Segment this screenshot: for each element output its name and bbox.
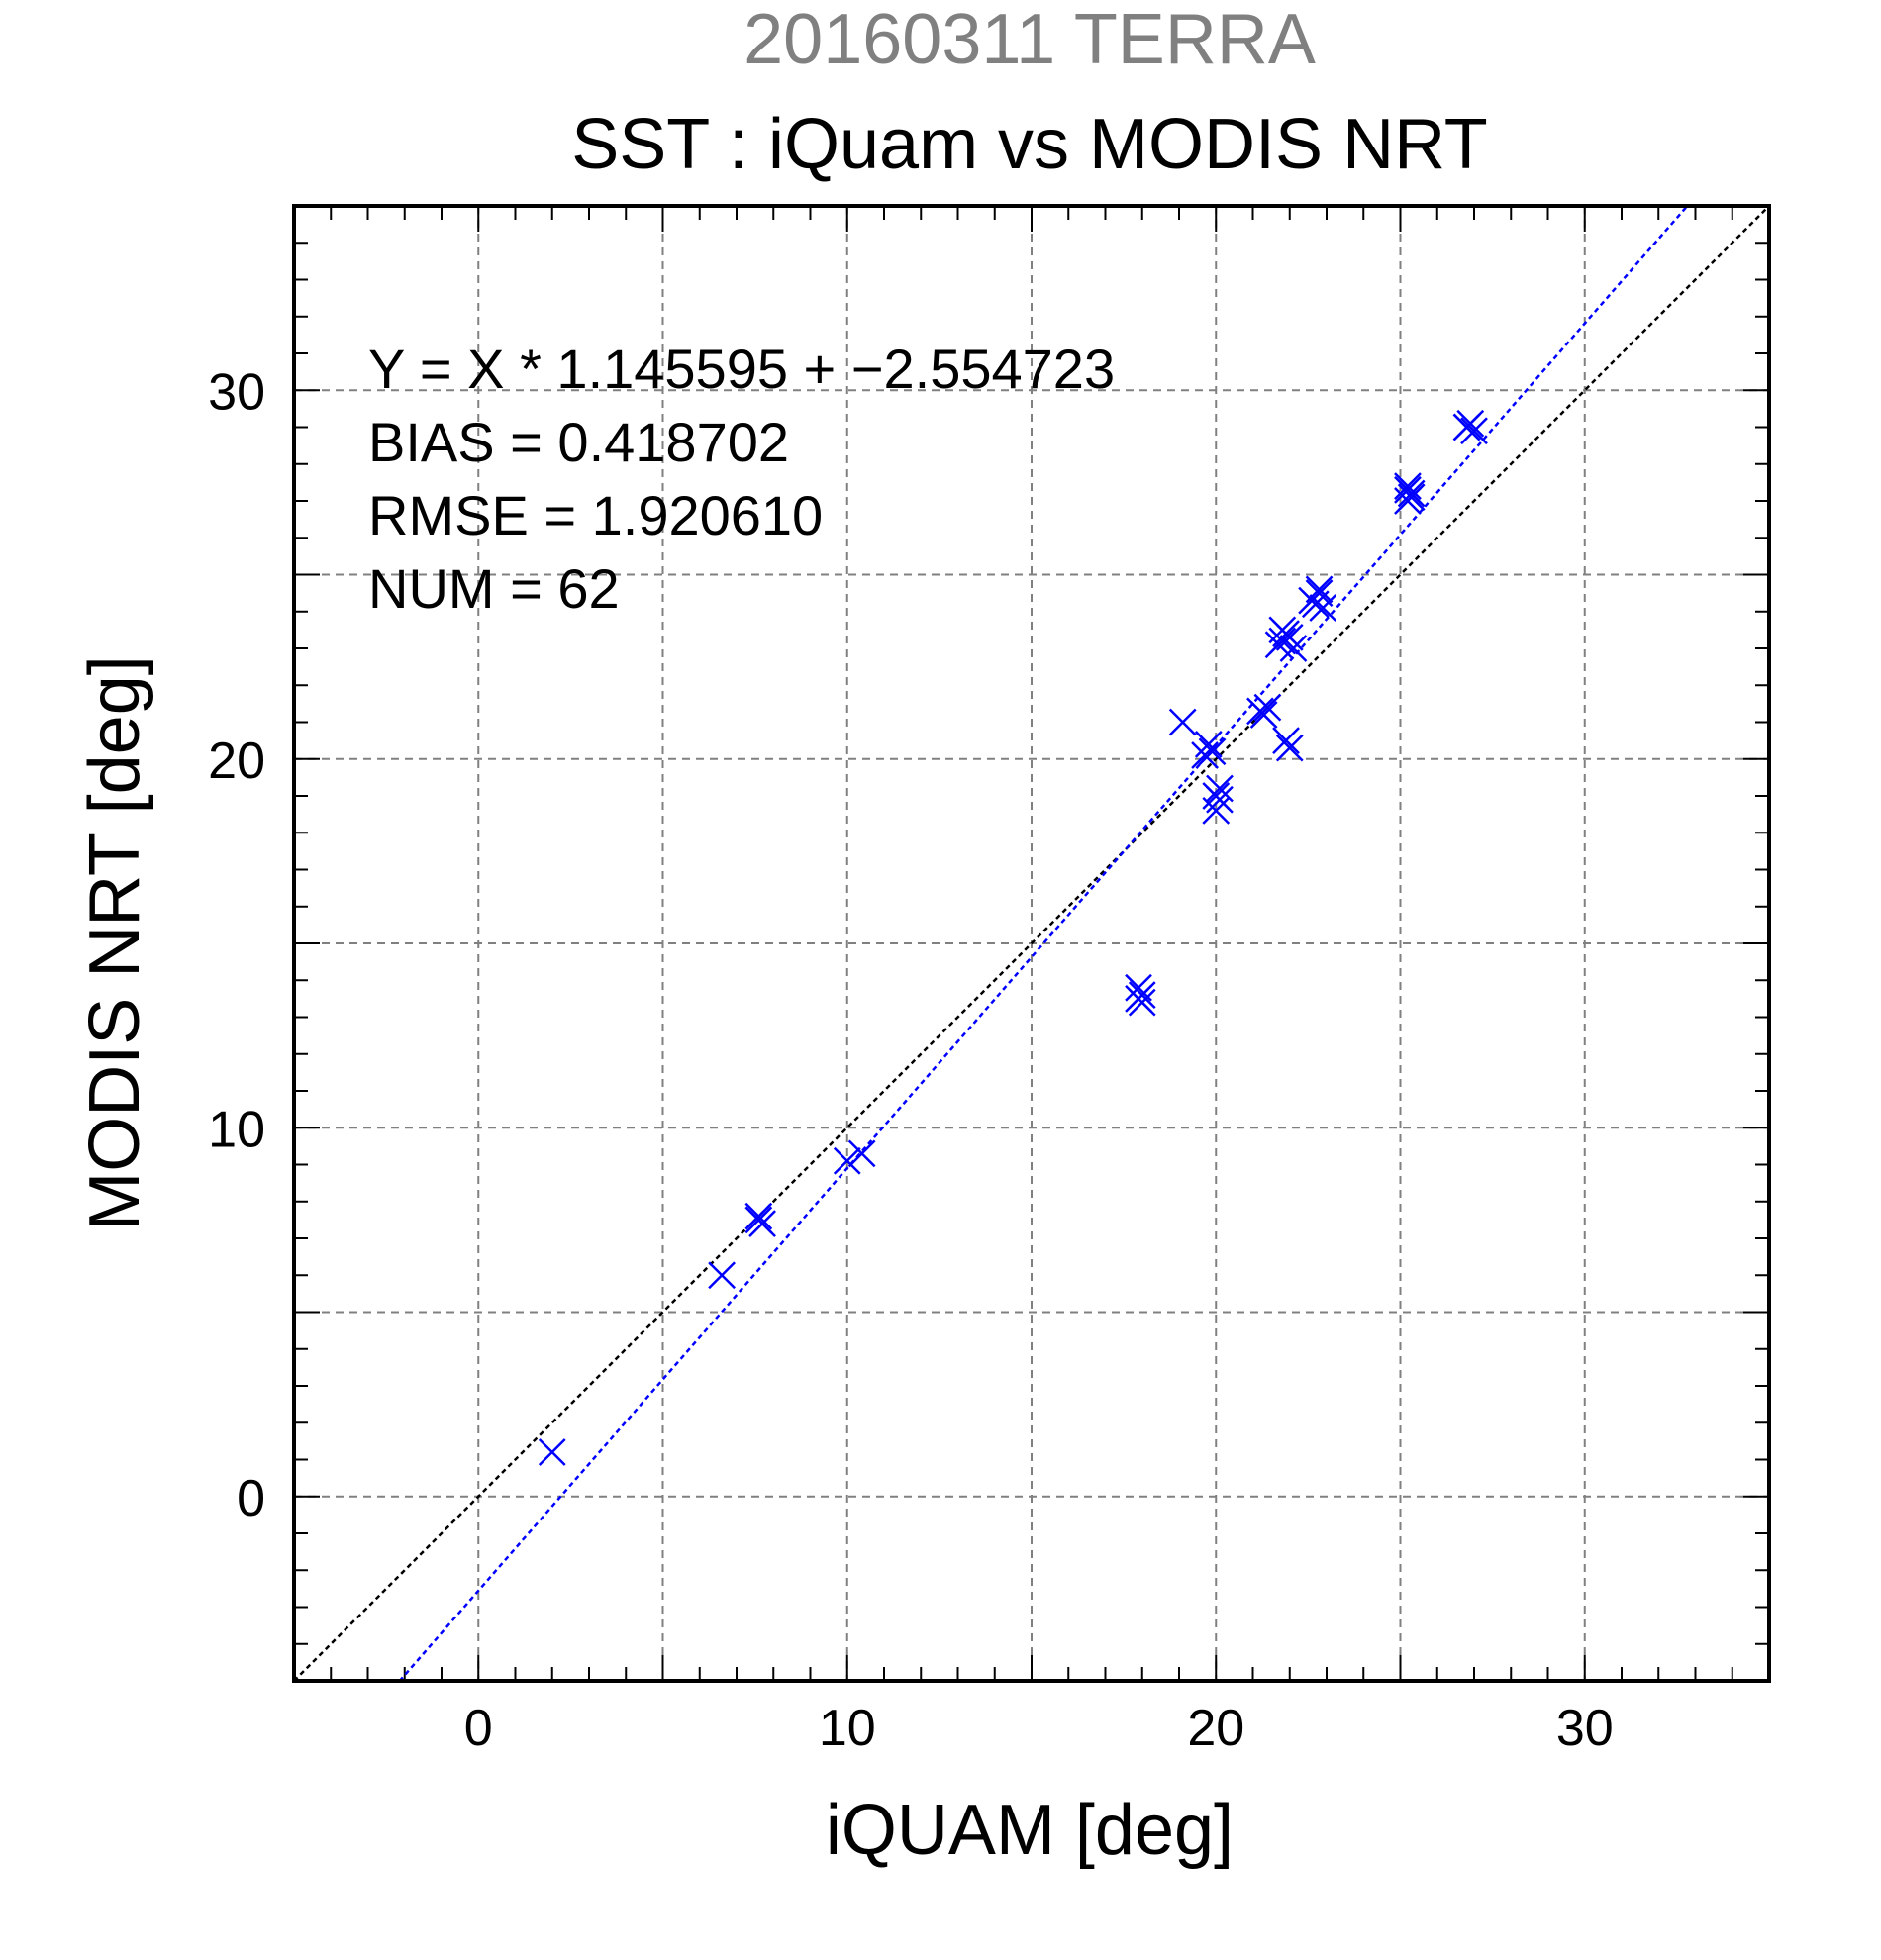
y-tick-label: 0 xyxy=(237,1470,265,1527)
data-point xyxy=(1202,797,1231,825)
data-point xyxy=(1394,487,1422,515)
x-tick-label: 30 xyxy=(1556,1700,1614,1757)
data-point xyxy=(833,1146,861,1175)
points-layer xyxy=(538,409,1488,1466)
lines-layer xyxy=(294,206,1769,1681)
x-tick-label: 10 xyxy=(819,1700,876,1757)
data-point xyxy=(1309,594,1337,622)
rmse-stat: RMSE = 1.920610 xyxy=(368,484,823,546)
data-point xyxy=(1198,737,1227,766)
data-point xyxy=(1460,417,1488,445)
data-point xyxy=(1268,616,1297,644)
y-tick-label: 20 xyxy=(208,733,265,790)
data-point xyxy=(1305,575,1334,604)
x-tick-label: 20 xyxy=(1187,1700,1244,1757)
data-point xyxy=(748,1210,776,1237)
axis-ticks xyxy=(294,206,1769,1681)
data-point xyxy=(1452,413,1481,441)
plot-frame xyxy=(292,204,1771,1683)
data-point xyxy=(1191,741,1219,769)
data-point xyxy=(1206,785,1234,814)
num-stat: NUM = 62 xyxy=(368,557,620,620)
data-point xyxy=(1206,774,1234,803)
data-point xyxy=(1275,734,1304,762)
data-point xyxy=(744,1202,773,1230)
data-point xyxy=(1168,708,1197,736)
data-point xyxy=(1128,988,1156,1017)
data-point xyxy=(1394,472,1422,500)
data-point xyxy=(1272,727,1300,755)
chart-title: SST : iQuam vs MODIS NRT xyxy=(571,105,1488,184)
y-tick-label: 30 xyxy=(208,363,265,421)
y-tick-label: 10 xyxy=(208,1101,265,1158)
x-tick-label: 0 xyxy=(464,1700,493,1757)
bias-stat: BIAS = 0.418702 xyxy=(368,411,789,473)
y-axis-label: MODIS NRT [deg] xyxy=(75,655,154,1231)
data-point xyxy=(1397,479,1426,508)
data-point xyxy=(538,1438,566,1466)
reference-line xyxy=(294,206,1769,1681)
data-point xyxy=(1128,981,1156,1010)
chart-title-top: 20160311 TERRA xyxy=(743,0,1316,79)
tick-labels: 0 10 20 30 0 10 20 30 xyxy=(208,363,1614,1757)
data-point xyxy=(1194,730,1223,758)
data-point xyxy=(847,1139,876,1168)
data-point xyxy=(1249,701,1278,729)
x-axis-label: iQUAM [deg] xyxy=(826,1791,1234,1870)
data-point xyxy=(1253,693,1282,722)
data-point xyxy=(1279,635,1308,662)
data-point xyxy=(708,1261,736,1290)
regression-equation: Y = X * 1.145595 + −2.554723 xyxy=(368,338,1115,400)
